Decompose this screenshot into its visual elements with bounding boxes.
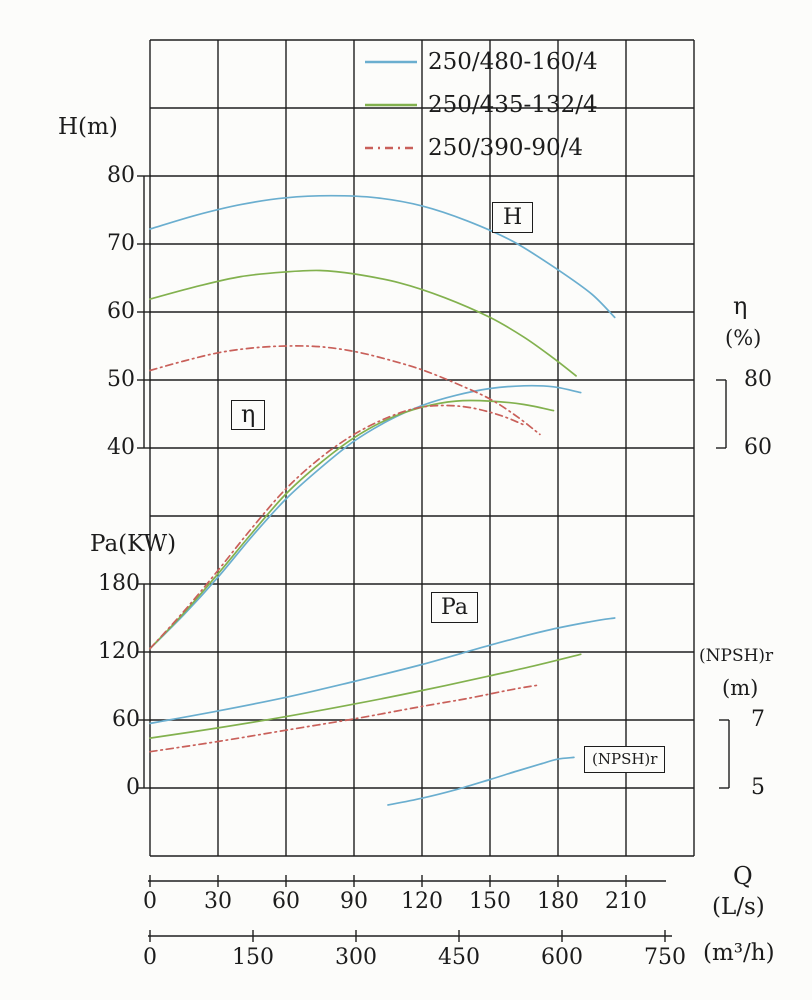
h-axis-tick: 40: [107, 435, 135, 460]
pa-axis-label: Pa(KW): [90, 531, 177, 557]
curve-pa-series2: [149, 653, 582, 739]
x-axis-tick-m3h: 0: [143, 945, 157, 970]
q-axis-unit-ls: (L/s): [712, 894, 765, 920]
x-axis-ls: [148, 875, 666, 887]
h-axis-tick: 70: [107, 231, 135, 256]
curve-pa-series1: [149, 617, 616, 725]
curve-h-series1: [149, 194, 616, 319]
eta-axis-label: η: [733, 292, 748, 320]
q-axis-unit-m3h: (m³/h): [703, 940, 775, 966]
npsh-axis-unit: (m): [722, 676, 759, 700]
h-axis-bracket: [137, 175, 151, 449]
curve-npsh-series1: [387, 756, 575, 806]
curve-label-eta: η: [231, 400, 266, 430]
curve-h-series2: [149, 269, 577, 377]
curve-eta-series1: [149, 384, 582, 650]
legend-label-series2: 250/435-132/4: [428, 92, 598, 118]
curve-pa-series3: [149, 684, 541, 753]
pa-axis-tick: 60: [112, 707, 140, 732]
eta-axis-bracket: [716, 379, 727, 449]
q-axis-label: Q: [733, 862, 753, 890]
x-axis-tick-m3h: 600: [541, 945, 583, 970]
eta-axis-unit: (%): [725, 326, 762, 350]
x-axis-tick-ls: 180: [537, 889, 579, 914]
x-axis-tick-ls: 60: [272, 889, 300, 914]
eta-axis-tick: 60: [744, 435, 772, 460]
x-axis-tick-ls: 0: [143, 889, 157, 914]
npsh-axis-bracket: [719, 719, 730, 789]
pa-axis-tick: 0: [126, 775, 140, 800]
x-axis-tick-m3h: 450: [438, 945, 480, 970]
x-axis-tick-ls: 90: [340, 889, 368, 914]
curve-label-h: H: [492, 202, 534, 234]
x-axis-tick-ls: 120: [401, 889, 443, 914]
eta-axis-tick: 80: [744, 367, 772, 392]
x-axis-tick-m3h: 300: [335, 945, 377, 970]
npsh-axis-tick: 7: [751, 707, 765, 732]
curve-eta-series3: [149, 404, 528, 650]
h-axis-tick: 60: [107, 299, 135, 324]
legend-label-series1: 250/480-160/4: [428, 49, 598, 75]
curve-h-series3: [149, 345, 541, 436]
x-axis-tick-ls: 150: [469, 889, 511, 914]
pa-axis-tick: 120: [98, 639, 140, 664]
x-axis-m3h: [148, 930, 672, 942]
h-axis-tick: 80: [107, 163, 135, 188]
pa-axis-bracket: [137, 583, 151, 789]
curve-label-npsh: (NPSH)r: [584, 746, 666, 774]
curve-eta-series2: [149, 399, 555, 650]
npsh-axis-tick: 5: [751, 775, 765, 800]
curves: [149, 194, 616, 806]
curve-label-pa: Pa: [431, 592, 478, 624]
h-axis-label: H(m): [58, 114, 118, 140]
npsh-axis-label: (NPSH)r: [699, 646, 774, 666]
h-axis-tick: 50: [107, 367, 135, 392]
x-axis-tick-ls: 30: [204, 889, 232, 914]
legend-label-series3: 250/390-90/4: [428, 135, 583, 161]
x-axis-tick-ls: 210: [605, 889, 647, 914]
x-axis-tick-m3h: 750: [644, 945, 686, 970]
x-axis-tick-m3h: 150: [232, 945, 274, 970]
grid-lines: [149, 39, 695, 857]
pa-axis-tick: 180: [98, 571, 140, 596]
legend-samples: [365, 60, 417, 150]
